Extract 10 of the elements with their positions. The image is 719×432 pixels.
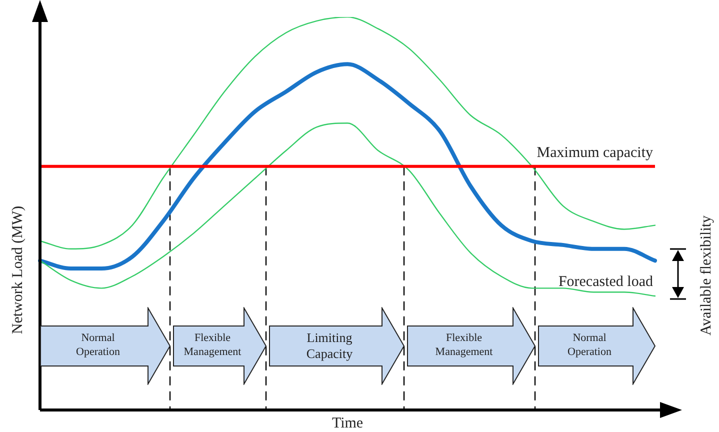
annotation: Flexible Management: [182, 331, 242, 360]
annotation: Limiting Capacity: [305, 328, 354, 363]
y-axis-title: Network Load (MW): [10, 206, 26, 334]
text: Available flexibility: [698, 214, 716, 336]
annotation: Normal Operation: [566, 331, 612, 360]
x-axis-title: Time: [332, 415, 364, 432]
ref-line-label: Maximum capacity: [536, 144, 654, 161]
annotation: Normal Operation: [75, 331, 121, 360]
series-label: Forecasted load: [558, 274, 654, 290]
annotation: Flexible Management: [434, 331, 494, 360]
